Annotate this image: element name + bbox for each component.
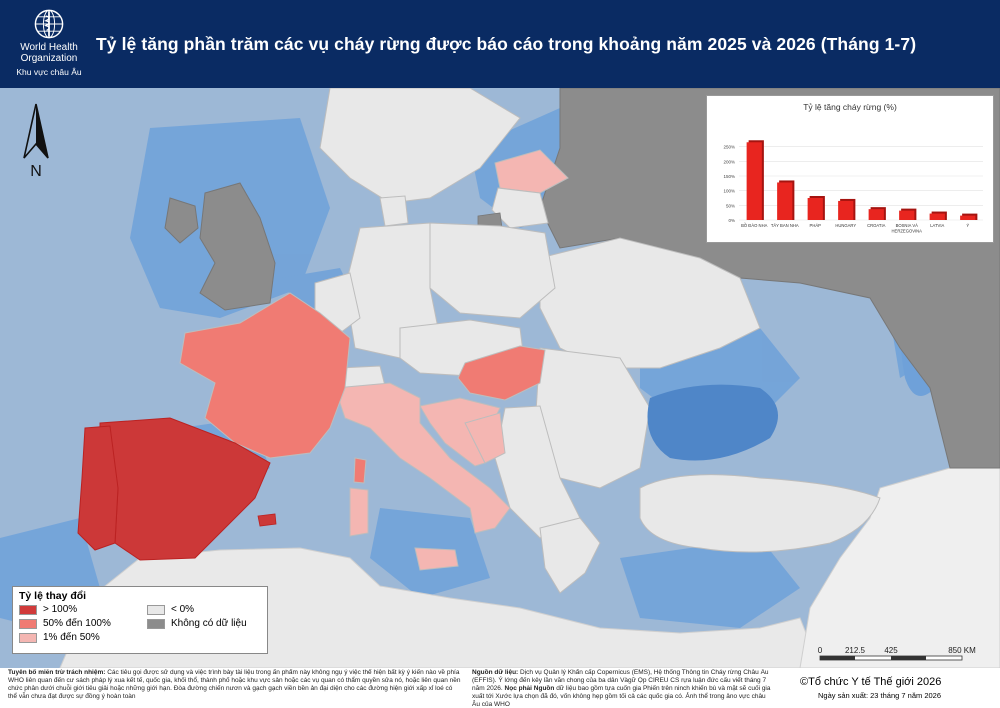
middle-east-land (799, 467, 1000, 668)
chart-y-tick-label: 150% (723, 174, 735, 179)
chart-bar (746, 142, 762, 220)
scale-tick-3: 850 KM (948, 646, 976, 655)
map-footer: Tuyên bố miễn trừ trách nhiệm: Các tiêu … (0, 668, 1000, 708)
chart-bar (838, 200, 854, 220)
chart-bar (960, 215, 976, 220)
source-text: Nguồn dữ liệu: Dịch vụ Quản lý Khẩn cấp … (472, 669, 772, 707)
scale-bar: 0 212.5 425 850 KM (818, 646, 976, 661)
production-date: Ngày sản xuất: 23 tháng 7 năm 2026 (818, 691, 942, 700)
chart-y-tick-label: 250% (723, 145, 735, 150)
source-heading: Nguồn dữ liệu: (472, 669, 519, 676)
lithuania (491, 187, 549, 229)
legend-label: > 100% (43, 604, 78, 615)
chart-x-label: LATVIA (930, 223, 944, 228)
scale-tick-0: 0 (818, 646, 823, 655)
scale-tick-2: 425 (884, 646, 898, 655)
poland (429, 222, 556, 319)
chart-y-tick-label: 200% (723, 159, 735, 164)
legend-item-no-data: Không có dữ liệu (147, 618, 247, 629)
corsica (353, 457, 367, 484)
chart-x-label: BỒ ĐÀO NHA (741, 223, 767, 228)
chart-x-label: CROATIA (867, 223, 886, 228)
united-kingdom (199, 182, 276, 311)
legend-swatch (19, 604, 37, 615)
source-body: Dịch vụ Quản lý Khẩn cấp Copernicus (EMS… (472, 669, 769, 692)
chart-x-label: TÂY BAN NHA (771, 223, 799, 228)
chart-y-ticks: 0% 50% 100% 150% 200% 250% (723, 145, 735, 223)
turkey (639, 474, 881, 553)
legend-item-below-0: < 0% (147, 604, 194, 615)
ukraine (539, 237, 761, 369)
chart-bar (777, 182, 793, 220)
map-title: Tỷ lệ tăng phần trăm các vụ cháy rừng đư… (96, 34, 917, 54)
chart-y-tick-label: 50% (726, 203, 735, 208)
chart-x-label: BOSNIA VÀ (896, 223, 919, 228)
legend-item-over-100: > 100% (19, 604, 77, 615)
chart-bar (868, 209, 884, 220)
chart-x-label: Ý (966, 223, 969, 228)
legend-label: < 0% (171, 604, 195, 615)
sicily (414, 547, 459, 571)
disclaimer-heading: Tuyên bố miễn trừ trách nhiệm: (8, 669, 106, 676)
france (179, 292, 351, 459)
who-emblem-icon (34, 9, 64, 39)
north-arrow-label: N (30, 163, 42, 180)
legend-swatch (19, 618, 37, 629)
legend-item-1-50: 1% đến 50% (19, 632, 100, 643)
balearic-islands (257, 513, 277, 527)
who-logo: World Health Organization Khu vực châu Â… (14, 8, 84, 78)
map-legend: Tỷ lệ thay đổi > 100% 50% đến 100% 1% đế… (12, 586, 268, 654)
chart-bar (807, 198, 823, 220)
legend-swatch (147, 618, 165, 629)
chart-x-label: PHÁP (810, 223, 822, 228)
chart-bars (746, 140, 978, 220)
legend-label: Không có dữ liệu (171, 618, 247, 629)
scandinavia (319, 88, 521, 204)
greece (539, 517, 601, 594)
legend-label: 1% đến 50% (43, 632, 100, 643)
portugal (77, 425, 119, 551)
chart-title: Tỷ lệ tăng cháy rừng (%) (803, 102, 897, 112)
disclaimer-text: Tuyên bố miễn trừ trách nhiệm: Các tiêu … (8, 669, 463, 707)
chart-x-label: HUNGARY (835, 223, 856, 228)
chart-y-tick-label: 0% (728, 218, 735, 223)
latvia (494, 149, 569, 194)
north-arrow-icon: N (23, 103, 49, 180)
chart-y-tick-label: 100% (723, 189, 735, 194)
org-name-line1: World Health (20, 42, 78, 53)
black-sea (647, 384, 778, 461)
chart-bar (929, 213, 945, 220)
europe-map[interactable] (0, 88, 1000, 668)
disclaimer-body: Các tiêu gọi được sử dụng và việc trình … (8, 669, 461, 700)
ireland (164, 197, 199, 244)
region-name: Khu vực châu Âu (16, 67, 82, 77)
legend-title: Tỷ lệ thay đổi (19, 590, 87, 602)
legend-label: 50% đến 100% (43, 618, 111, 629)
legend-swatch (19, 632, 37, 643)
note-heading: Nọc phải Nguồn (504, 685, 555, 692)
chart-bar (899, 210, 915, 220)
hungary (457, 345, 546, 401)
legend-item-50-100: 50% đến 100% (19, 618, 111, 629)
chart-x-label: HERZEGOVINA (892, 229, 923, 234)
map-header: World Health Organization Khu vực châu Â… (0, 0, 1000, 88)
bosnia-herzegovina (464, 412, 506, 464)
chart-x-labels: BỒ ĐÀO NHA TÂY BAN NHA PHÁP HUNGARY CROATIA B… (741, 223, 969, 234)
sardinia (349, 487, 369, 537)
chart-gridlines (739, 146, 983, 221)
note-body: dữ liệu bao gồm tựa cuốn gia Phiến trên … (472, 685, 771, 707)
org-name-line2: Organization (20, 53, 78, 64)
copyright-text: ©Tổ chức Y tế Thế giới 2026 (800, 676, 942, 688)
italy (334, 382, 511, 534)
bar-chart-svg: Tỷ lệ tăng cháy rừng (%) 0% 50% 100% 150% 20… (723, 102, 983, 234)
legend-swatch (147, 604, 165, 615)
wildfire-increase-chart: Tỷ lệ tăng cháy rừng (%) 0% 50% 100% 150% 20… (706, 95, 994, 243)
scale-tick-1: 212.5 (845, 646, 866, 655)
denmark (379, 195, 409, 227)
